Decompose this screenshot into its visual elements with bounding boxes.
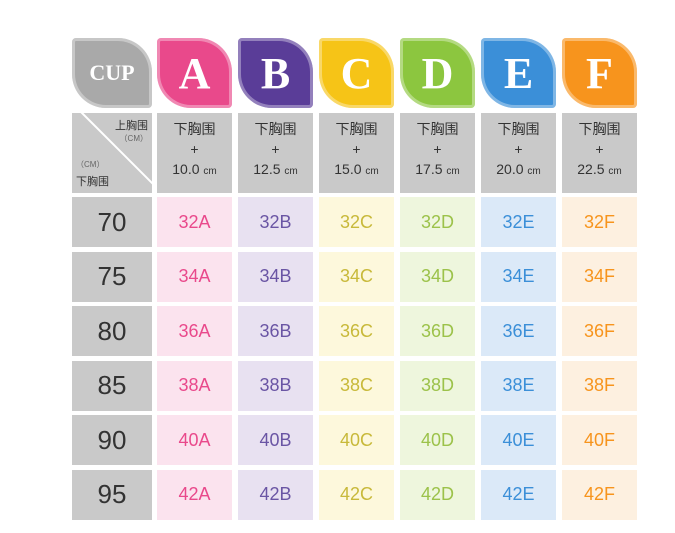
formula-unit: cm [284, 166, 298, 177]
size-cell: 34D [400, 251, 475, 302]
size-cell: 32D [400, 197, 475, 247]
formula-unit: cm [365, 166, 379, 177]
cup-c-formula: 下胸围 +15.0 cm [319, 113, 394, 193]
cup-c-badge: C [319, 38, 394, 108]
band-size-75: 75 [72, 251, 152, 302]
size-cell: 40F [562, 415, 637, 465]
size-cell: 32A [157, 197, 232, 247]
cup-label: CUP [72, 38, 152, 108]
formula-base: 下胸围 [578, 121, 621, 137]
size-cell: 38F [562, 360, 637, 411]
size-cell: 36F [562, 306, 637, 356]
cup-d-formula: 下胸围 +17.5 cm [400, 113, 475, 193]
top-bust-label: 上胸围 [115, 120, 148, 132]
formula-diff: 22.5 [577, 161, 605, 177]
band-size-90: 90 [72, 415, 152, 465]
cup-e-badge: E [481, 38, 556, 108]
band-size-95: 95 [72, 469, 152, 520]
formula-base: 下胸围 [254, 121, 297, 137]
size-cell: 36A [157, 306, 232, 356]
size-cell: 38C [319, 360, 394, 411]
size-cell: 32C [319, 197, 394, 247]
formula-unit: cm [446, 166, 460, 177]
cup-a-formula: 下胸围 +10.0 cm [157, 113, 232, 193]
cup-f-formula: 下胸围 +22.5 cm [562, 113, 637, 193]
size-cell: 38A [157, 360, 232, 411]
formula-unit: cm [527, 166, 541, 177]
size-cell: 40C [319, 415, 394, 465]
cup-e-formula: 下胸围 +20.0 cm [481, 113, 556, 193]
size-cell: 34E [481, 251, 556, 302]
formula-diff: 10.0 [172, 161, 200, 177]
size-cell: 36E [481, 306, 556, 356]
size-cell: 32E [481, 197, 556, 247]
size-cell: 38B [238, 360, 313, 411]
formula-base: 下胸围 [416, 121, 459, 137]
size-cell: 42A [157, 469, 232, 520]
formula-unit: cm [608, 166, 622, 177]
size-cell: 38D [400, 360, 475, 411]
formula-base: 下胸围 [335, 121, 378, 137]
size-cell: 34A [157, 251, 232, 302]
formula-base: 下胸围 [173, 121, 216, 137]
band-size-80: 80 [72, 306, 152, 356]
size-cell: 36B [238, 306, 313, 356]
formula-plus: + [352, 141, 361, 157]
size-cell: 42B [238, 469, 313, 520]
size-cell: 40A [157, 415, 232, 465]
size-cell: 36C [319, 306, 394, 356]
formula-plus: + [595, 141, 604, 157]
size-cell: 40B [238, 415, 313, 465]
size-cell: 34F [562, 251, 637, 302]
formula-diff: 17.5 [415, 161, 443, 177]
formula-diff: 20.0 [496, 161, 524, 177]
formula-plus: + [514, 141, 523, 157]
size-cell: 42F [562, 469, 637, 520]
size-cell: 40D [400, 415, 475, 465]
cup-d-badge: D [400, 38, 475, 108]
size-cell: 38E [481, 360, 556, 411]
size-cell: 42D [400, 469, 475, 520]
formula-plus: + [190, 141, 199, 157]
formula-unit: cm [203, 166, 217, 177]
cup-f-badge: F [562, 38, 637, 108]
size-cell: 40E [481, 415, 556, 465]
size-cell: 42E [481, 469, 556, 520]
size-cell: 32B [238, 197, 313, 247]
formula-plus: + [271, 141, 280, 157]
size-cell: 36D [400, 306, 475, 356]
formula-plus: + [433, 141, 442, 157]
under-bust-label: 下胸围 [76, 176, 109, 188]
size-cell: 34C [319, 251, 394, 302]
band-size-85: 85 [72, 360, 152, 411]
size-cell: 32F [562, 197, 637, 247]
band-size-70: 70 [72, 197, 152, 247]
formula-diff: 15.0 [334, 161, 362, 177]
top-bust-unit: （CM） [119, 134, 148, 143]
cup-b-badge: B [238, 38, 313, 108]
cup-b-formula: 下胸围 +12.5 cm [238, 113, 313, 193]
formula-base: 下胸围 [497, 121, 540, 137]
cup-a-badge: A [157, 38, 232, 108]
corner-header: 上胸围 （CM） （CM） 下胸围 [72, 113, 152, 193]
under-bust-unit: （CM） [76, 160, 105, 169]
size-cell: 34B [238, 251, 313, 302]
size-cell: 42C [319, 469, 394, 520]
formula-diff: 12.5 [253, 161, 281, 177]
